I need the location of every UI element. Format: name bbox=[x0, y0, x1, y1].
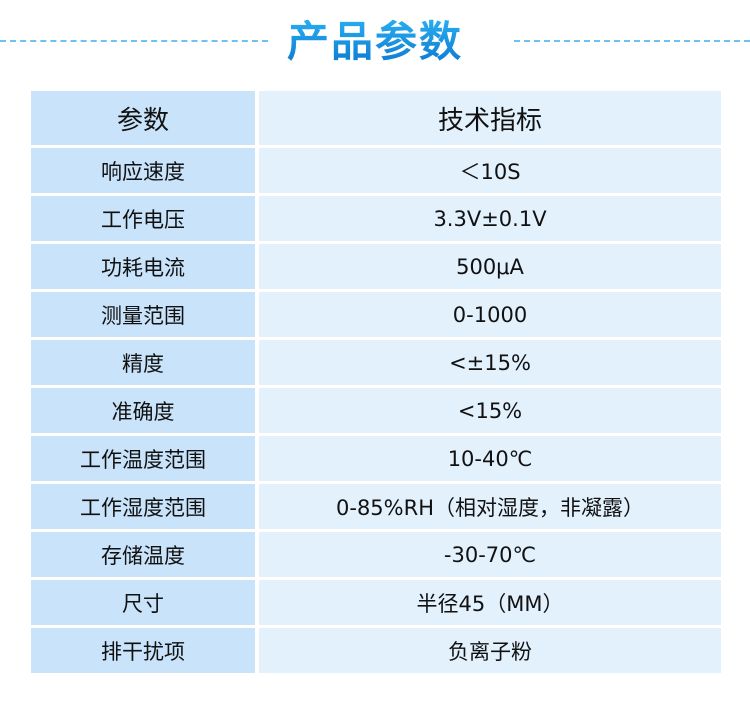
table-row: 工作电压 3.3V±0.1V bbox=[31, 196, 721, 241]
table-row: 排干扰项 负离子粉 bbox=[31, 628, 721, 673]
table-row: 工作温度范围 10-40℃ bbox=[31, 436, 721, 481]
value-cell: ＜10S bbox=[259, 148, 721, 193]
value-cell: 3.3V±0.1V bbox=[259, 196, 721, 241]
value-cell: 500μA bbox=[259, 244, 721, 289]
param-cell: 排干扰项 bbox=[31, 628, 255, 673]
table-row: 功耗电流 500μA bbox=[31, 244, 721, 289]
left-dashed-divider bbox=[0, 40, 268, 42]
value-cell: 半径45（MM） bbox=[259, 580, 721, 625]
value-cell: 0-85%RH（相对湿度，非凝露） bbox=[259, 484, 721, 529]
value-cell: 10-40℃ bbox=[259, 436, 721, 481]
param-cell: 准确度 bbox=[31, 388, 255, 433]
param-cell: 存储温度 bbox=[31, 532, 255, 577]
right-dashed-divider bbox=[514, 40, 750, 42]
header-param: 参数 bbox=[31, 91, 255, 145]
param-cell: 响应速度 bbox=[31, 148, 255, 193]
table-row: 准确度 <15% bbox=[31, 388, 721, 433]
section-header: 产品参数 bbox=[0, 10, 750, 74]
param-cell: 精度 bbox=[31, 340, 255, 385]
table-row: 响应速度 ＜10S bbox=[31, 148, 721, 193]
table-row: 尺寸 半径45（MM） bbox=[31, 580, 721, 625]
param-cell: 工作湿度范围 bbox=[31, 484, 255, 529]
table-header-row: 参数 技术指标 bbox=[31, 91, 721, 145]
value-cell: 0-1000 bbox=[259, 292, 721, 337]
param-cell: 工作电压 bbox=[31, 196, 255, 241]
param-cell: 功耗电流 bbox=[31, 244, 255, 289]
header-value: 技术指标 bbox=[259, 91, 721, 145]
page-title: 产品参数 bbox=[0, 14, 750, 70]
value-cell: <15% bbox=[259, 388, 721, 433]
value-cell: <±15% bbox=[259, 340, 721, 385]
param-cell: 测量范围 bbox=[31, 292, 255, 337]
value-cell: -30-70℃ bbox=[259, 532, 721, 577]
table-row: 测量范围 0-1000 bbox=[31, 292, 721, 337]
table-row: 存储温度 -30-70℃ bbox=[31, 532, 721, 577]
spec-table: 参数 技术指标 响应速度 ＜10S 工作电压 3.3V±0.1V 功耗电流 500μA 测量… bbox=[27, 88, 725, 676]
table-row: 工作湿度范围 0-85%RH（相对湿度，非凝露） bbox=[31, 484, 721, 529]
param-cell: 工作温度范围 bbox=[31, 436, 255, 481]
param-cell: 尺寸 bbox=[31, 580, 255, 625]
value-cell: 负离子粉 bbox=[259, 628, 721, 673]
table-row: 精度 <±15% bbox=[31, 340, 721, 385]
